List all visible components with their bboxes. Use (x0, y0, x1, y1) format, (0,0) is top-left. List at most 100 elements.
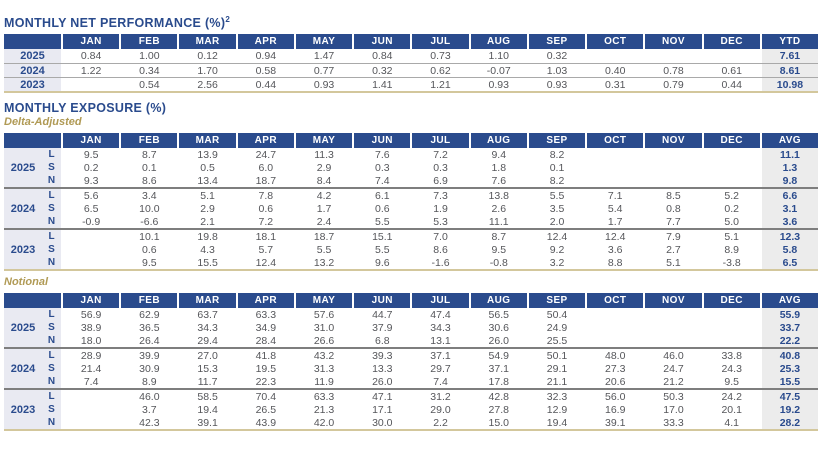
year-group: 2024 L 5.6 3.4 5.1 7.8 4.2 6.1 7.3 13.8 5.5 7.1 8.5 5… (4, 187, 819, 229)
exposure-value-cell: 2.6 (491, 202, 507, 215)
exposure-value-cell: 39.1 (197, 416, 218, 429)
side-label: L (42, 349, 61, 363)
exposure-value-cell: 2.9 (200, 202, 215, 215)
exposure-value-cell: 5.1 (724, 230, 739, 243)
exposure-value-cell: 10.0 (139, 202, 160, 215)
exposure-row: N 7.4 8.9 11.7 22.3 11.9 26.0 7.4 17.8 21.1 20.6 21… (42, 375, 819, 389)
month-header-cell: JAN (63, 293, 120, 309)
exposure-value-cell: 11.1 (488, 215, 509, 228)
exposure-value-cell: 13.8 (488, 189, 509, 202)
exposure-value-cell: 0.3 (374, 161, 390, 174)
exposure-value-cell: 42.3 (139, 416, 160, 429)
month-header-cell: SEP (528, 133, 586, 149)
month-header-cell: JAN (63, 133, 120, 149)
exposure-value-cell: 20.6 (605, 375, 626, 388)
performance-value-cell: 0.94 (255, 50, 277, 63)
side-label: L (42, 148, 61, 162)
side-label: S (42, 321, 61, 335)
exposure-value-cell: -6.6 (140, 215, 159, 228)
exposure-value-cell: 2.9 (316, 161, 332, 174)
avg-value-cell: 11.1 (761, 148, 819, 162)
exposure-value-cell: 3.7 (142, 403, 157, 416)
exposure-value-cell: 15.1 (372, 230, 393, 243)
exposure-value-cell: 7.4 (374, 174, 390, 187)
year-label: 2025 (4, 148, 42, 188)
exposure-value-cell (587, 308, 643, 321)
exposure-value-cell: -0.9 (82, 215, 101, 228)
exposure-value-cell (587, 321, 643, 334)
exposure-value-cell: 33.8 (721, 349, 742, 362)
exposure-value-cell (704, 308, 760, 321)
exposure-row: N 42.3 39.1 43.9 42.0 30.0 2.2 15.0 19.4 39.1 33.3… (42, 416, 819, 430)
exposure-value-cell: 0.3 (433, 161, 448, 174)
exposure-value-cell: 5.7 (258, 243, 274, 256)
exposure-row: L 46.0 58.5 70.4 63.3 47.1 31.2 42.8 32.3 56.0 50.… (42, 390, 819, 404)
exposure-value-cell: 9.4 (491, 148, 507, 161)
exposure-value-cell: 12.9 (546, 403, 568, 416)
side-label: N (42, 215, 61, 229)
exposure-row: N 9.3 8.6 13.4 18.7 8.4 7.4 6.9 7.6 8.2 9.8 (42, 174, 819, 188)
exposure-row: S 6.5 10.0 2.9 0.6 1.7 0.6 1.9 2.6 3.5 5.4 0.8 0.2 3.… (42, 202, 819, 216)
performance-value-cell: 0.77 (313, 64, 335, 77)
performance-value-cell: -0.07 (486, 64, 511, 77)
exposure-value-cell: 8.5 (666, 189, 681, 202)
exposure-value-cell (645, 161, 701, 174)
exposure-value-cell: 8.9 (724, 243, 739, 256)
exposure-value-cell: 43.2 (313, 349, 335, 362)
exposure-value-cell: 26.5 (255, 403, 277, 416)
performance-table: JAN FEB MAR APR MAY JUN JUL AUG SEP OCT NOV DEC YTD 2… (4, 34, 819, 94)
exposure-value-cell: 7.1 (607, 189, 623, 202)
month-header-cell: JUL (412, 34, 469, 50)
month-header-cell: DEC (703, 293, 760, 309)
side-label: L (42, 390, 61, 404)
side-label: S (42, 362, 61, 376)
year-group-rows: L 9.5 8.7 13.9 24.7 11.3 7.6 7.2 9.4 8.2 11.1 S 0.2 0… (42, 148, 819, 188)
year-group: 2023 L 46.0 58.5 70.4 63.3 47.1 31.2 42.8 32.3 56.… (4, 388, 819, 430)
side-label: N (42, 375, 61, 389)
exposure-value-cell: 4.1 (724, 416, 739, 429)
month-header-cell: FEB (121, 133, 178, 149)
month-header-cell: NOV (645, 34, 702, 50)
exposure-value-cell: 8.2 (549, 174, 565, 187)
month-header-cell: APR (237, 133, 294, 149)
exposure-value-cell: -3.8 (722, 256, 741, 269)
exposure-value-cell: 0.1 (549, 161, 565, 174)
exposure-value-cell: 25.5 (546, 334, 568, 347)
exposure-value-cell: 19.4 (197, 403, 218, 416)
performance-value-cell: 0.58 (255, 64, 277, 77)
exposure-value-cell: 4.2 (316, 189, 332, 202)
avg-value-cell: 12.3 (761, 230, 819, 244)
exposure-value-cell (63, 390, 119, 403)
exposure-value-cell: 37.1 (488, 362, 509, 375)
exposure-value-cell: 20.1 (721, 403, 742, 416)
performance-value-cell (704, 49, 760, 63)
exposure-value-cell: 22.3 (255, 375, 277, 388)
exposure-value-cell: 18.7 (313, 230, 335, 243)
exposure-title: MONTHLY EXPOSURE (%) (4, 101, 167, 116)
exposure-value-cell: 2.7 (666, 243, 681, 256)
table-header-row: JAN FEB MAR APR MAY JUN JUL AUG SEP OCT NOV DEC AVG (4, 293, 819, 309)
performance-title-text: MONTHLY NET PERFORMANCE (%) (4, 16, 226, 31)
avg-value-cell: 6.6 (761, 189, 819, 203)
table-header-row: JAN FEB MAR APR MAY JUN JUL AUG SEP OCT NOV DEC AVG (4, 133, 819, 149)
exposure-value-cell: 34.3 (430, 321, 451, 334)
exposure-value-cell: 54.9 (488, 349, 509, 362)
month-header-cell: MAR (179, 133, 236, 149)
side-label: S (42, 202, 61, 216)
exposure-value-cell (63, 403, 119, 416)
exposure-value-cell: 7.2 (433, 148, 448, 161)
performance-value-cell: 1.00 (139, 50, 160, 63)
exposure-row: L 5.6 3.4 5.1 7.8 4.2 6.1 7.3 13.8 5.5 7.1 8.5 5.2 6.… (42, 189, 819, 203)
performance-value-cell: 0.32 (372, 64, 393, 77)
month-header-cell: MAR (179, 34, 236, 50)
exposure-value-cell: 7.4 (433, 375, 448, 388)
exposure-table-delta-adjusted: JAN FEB MAR APR MAY JUN JUL AUG SEP OCT NOV DEC AVG 2… (4, 133, 819, 272)
avg-value-cell: 1.3 (761, 161, 819, 175)
exposure-row: L 56.9 62.9 63.7 63.3 57.6 44.7 47.4 56.5 50.4 55.… (42, 308, 819, 322)
exposure-value-cell: 19.5 (255, 362, 277, 375)
exposure-value-cell: 0.6 (142, 243, 157, 256)
year-label: 2023 (4, 78, 61, 92)
exposure-value-cell: -1.6 (431, 256, 450, 269)
performance-value-cell: 0.12 (197, 50, 218, 63)
